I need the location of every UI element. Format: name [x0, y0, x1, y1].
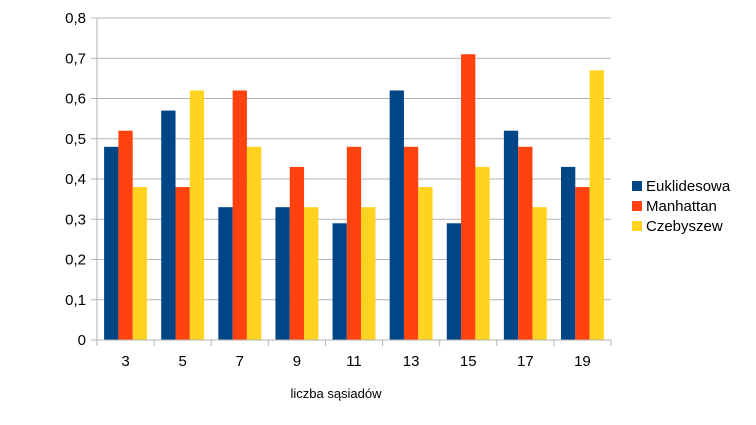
bar-manhattan-17 — [518, 146, 533, 340]
x-tick-label: 3 — [121, 353, 129, 370]
legend-swatch-czebyszew — [632, 221, 642, 231]
x-tick-label: 19 — [574, 353, 591, 370]
bar-manhattan-9 — [289, 166, 305, 340]
y-tick-label: 0,6 — [65, 91, 86, 108]
bar-czebyszew-7 — [246, 146, 262, 340]
bar-manhattan-19 — [575, 187, 590, 340]
axes — [91, 17, 612, 346]
y-tick-label: 0 — [78, 332, 86, 349]
x-tick-label: 13 — [403, 353, 420, 370]
legend-label-czebyszew: Czebyszew — [646, 218, 723, 235]
y-tick-label: 0,8 — [65, 10, 86, 27]
bar-manhattan-11 — [346, 146, 362, 340]
bars — [104, 54, 604, 340]
x-tick-label: 15 — [460, 353, 477, 370]
bar-manhattan-7 — [232, 90, 247, 340]
bar-euklidesowa-11 — [332, 223, 347, 340]
y-tick-label: 0,3 — [65, 211, 86, 228]
x-axis-title: liczba sąsiadów — [290, 386, 382, 401]
bar-czebyszew-9 — [304, 207, 319, 340]
x-tick-label: 7 — [236, 353, 244, 370]
bar-manhattan-15 — [461, 54, 476, 340]
bar-czebyszew-5 — [189, 90, 205, 340]
bar-czebyszew-3 — [132, 187, 148, 340]
bar-euklidesowa-9 — [275, 207, 290, 340]
y-tick-label: 0,5 — [65, 131, 86, 148]
bar-euklidesowa-19 — [560, 166, 576, 340]
bar-euklidesowa-15 — [446, 223, 462, 340]
bar-euklidesowa-5 — [161, 110, 176, 340]
x-tick-label: 5 — [178, 353, 186, 370]
x-tick-label: 17 — [517, 353, 534, 370]
bar-euklidesowa-17 — [503, 130, 519, 340]
bar-euklidesowa-13 — [389, 90, 404, 340]
y-tick-label: 0,7 — [65, 50, 86, 67]
y-tick-label: 0,4 — [65, 171, 86, 188]
bar-manhattan-13 — [403, 146, 419, 340]
x-tick-label: 9 — [293, 353, 301, 370]
bar-czebyszew-19 — [589, 70, 604, 340]
bar-manhattan-5 — [175, 187, 190, 340]
bar-czebyszew-13 — [418, 187, 433, 340]
y-tick-label: 0,1 — [65, 292, 86, 309]
legend-swatch-euklidesowa — [632, 181, 642, 191]
bar-euklidesowa-7 — [218, 207, 233, 340]
bar-manhattan-3 — [118, 130, 133, 340]
legend: Euklidesowa Manhattan Czebyszew — [632, 178, 731, 235]
y-tick-labels: 0 0,1 0,2 0,3 0,4 0,5 0,6 0,7 0,8 — [65, 10, 86, 349]
bar-czebyszew-15 — [475, 166, 490, 340]
legend-swatch-manhattan — [632, 201, 642, 211]
bar-czebyszew-11 — [361, 207, 376, 340]
legend-label-euklidesowa: Euklidesowa — [646, 178, 731, 195]
y-tick-label: 0,2 — [65, 252, 86, 269]
legend-label-manhattan: Manhattan — [646, 198, 717, 215]
bar-czebyszew-17 — [532, 207, 547, 340]
x-tick-label: 11 — [346, 353, 362, 370]
x-tick-labels: 3 5 7 9 11 13 15 17 19 — [121, 353, 590, 370]
bar-euklidesowa-3 — [104, 146, 119, 340]
